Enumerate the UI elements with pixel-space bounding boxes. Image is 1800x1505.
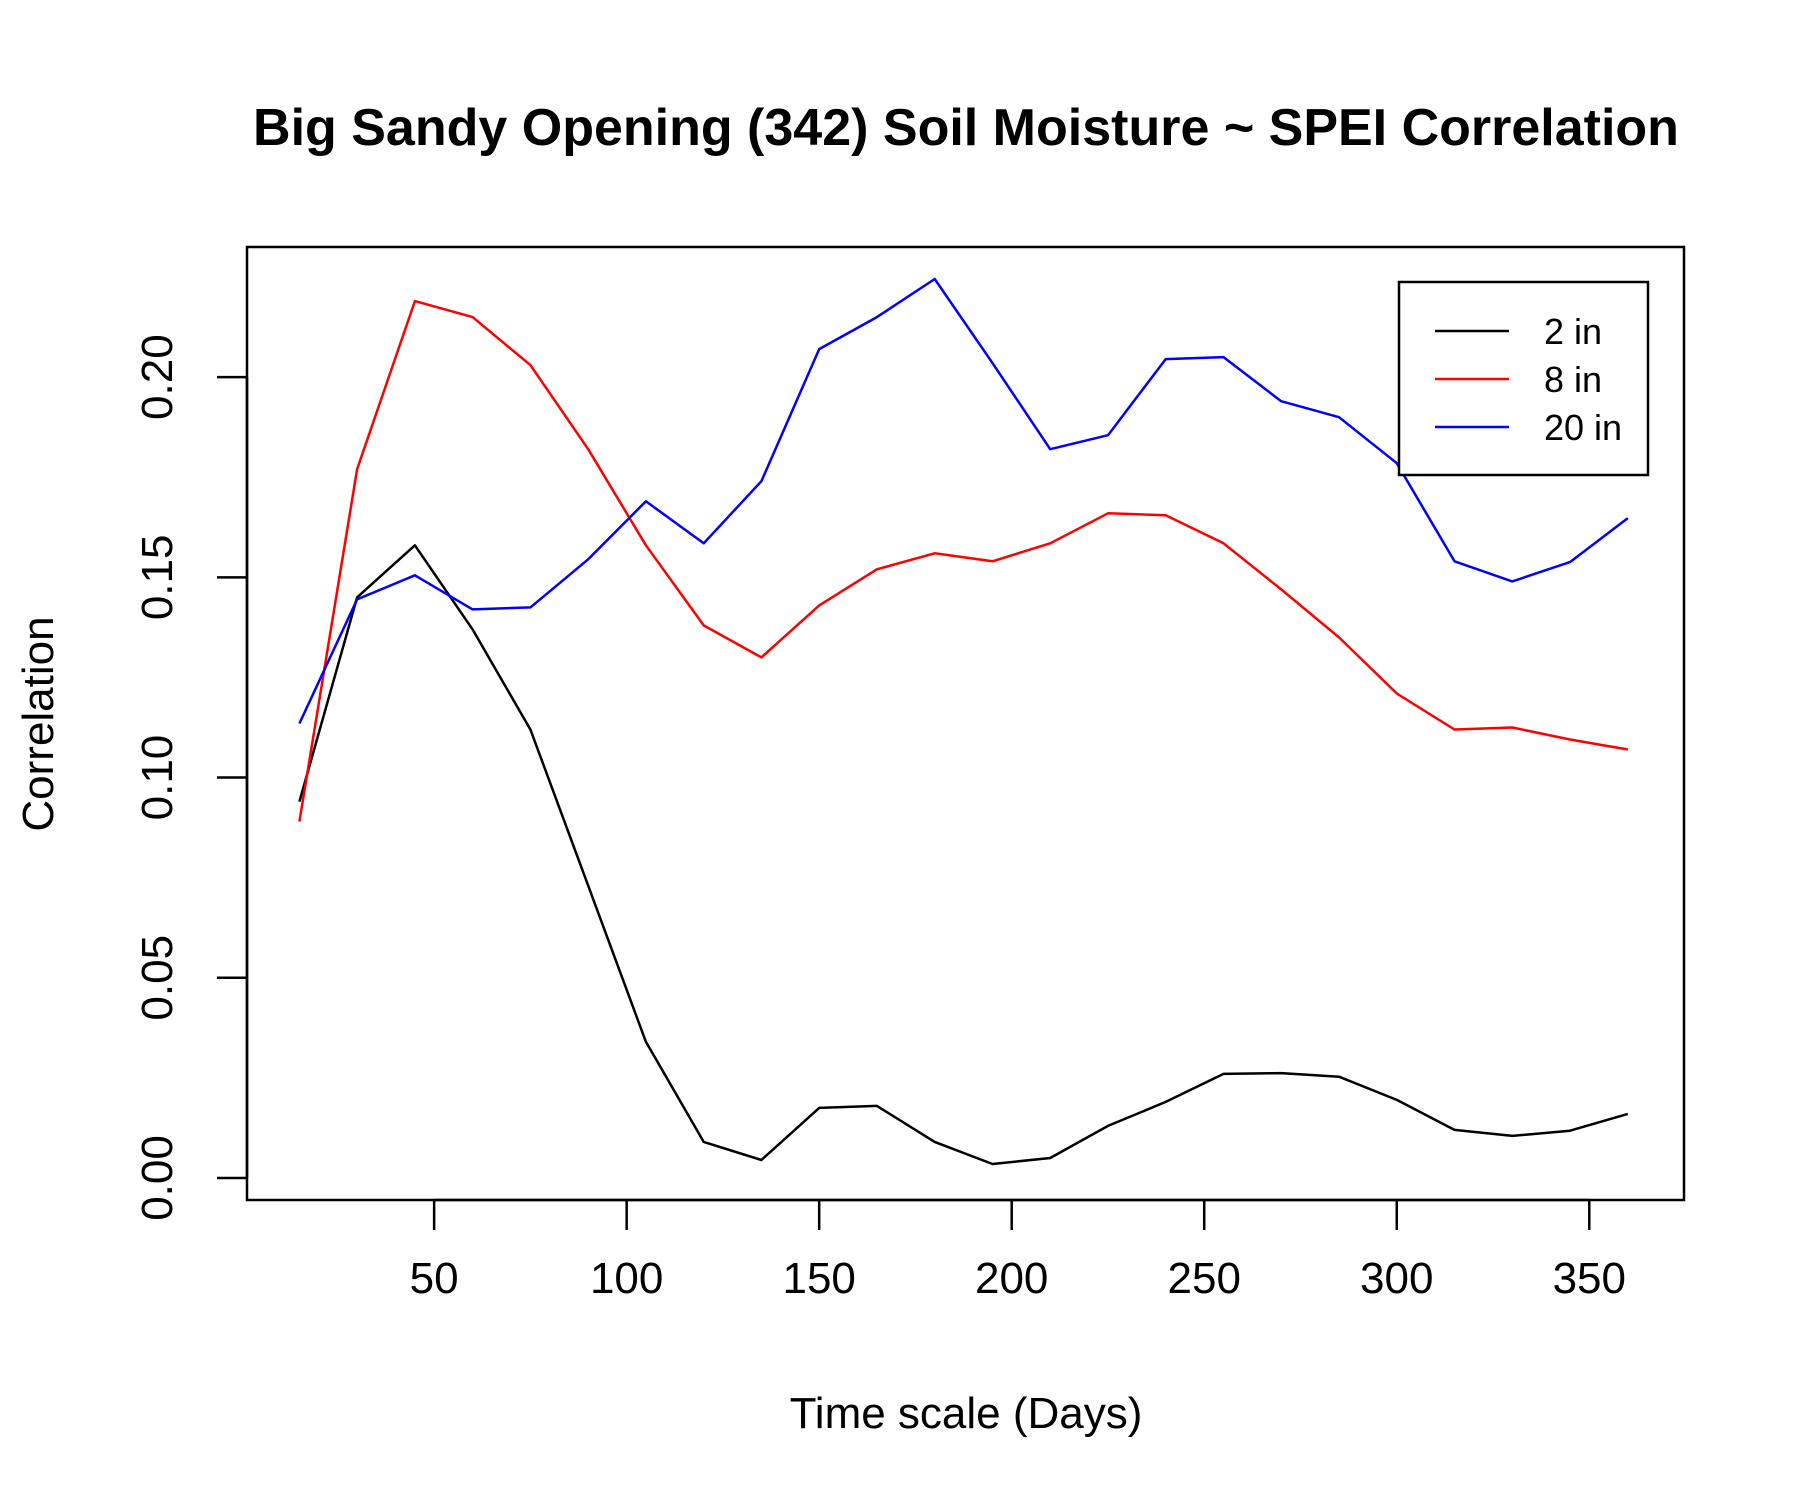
x-axis-label: Time scale (Days) [790, 1389, 1143, 1438]
series-line [298, 277, 1629, 725]
legend-label: 2 in [1544, 311, 1602, 352]
x-tick-label: 200 [975, 1254, 1048, 1303]
series-layer [298, 277, 1629, 1166]
x-tick-label: 300 [1360, 1254, 1433, 1303]
y-tick-label: 0.05 [133, 935, 182, 1021]
x-tick-label: 250 [1168, 1254, 1241, 1303]
x-axis: 50 100 150 200 250 300 350 [410, 1198, 1626, 1303]
y-axis: 0.00 0.05 0.10 0.15 0.20 [133, 334, 249, 1221]
series-line [298, 544, 1629, 1166]
y-tick-label: 0.00 [133, 1135, 182, 1221]
x-tick-label: 100 [590, 1254, 663, 1303]
x-tick-label: 150 [782, 1254, 855, 1303]
series-line [298, 299, 1629, 822]
x-tick-label: 50 [410, 1254, 459, 1303]
y-tick-label: 0.10 [133, 735, 182, 821]
legend-label: 20 in [1544, 407, 1622, 448]
chart-title: Big Sandy Opening (342) Soil Moisture ~ … [253, 99, 1679, 157]
x-tick-label: 350 [1553, 1254, 1626, 1303]
legend-label: 8 in [1544, 359, 1602, 400]
legend: 2 in 8 in 20 in [1397, 280, 1650, 477]
y-axis-label: Correlation [14, 616, 63, 831]
y-tick-label: 0.20 [133, 334, 182, 420]
y-tick-label: 0.15 [133, 535, 182, 621]
